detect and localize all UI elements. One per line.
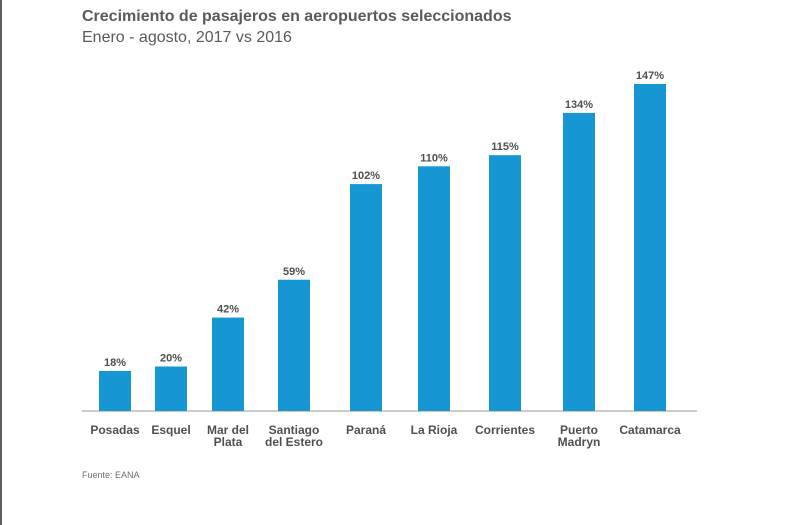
bar-8	[634, 84, 666, 411]
bar-0	[99, 370, 131, 411]
category-label-line: Paraná	[346, 423, 386, 437]
category-label: Santiago del Estero	[265, 423, 323, 449]
category-label-line: Posadas	[90, 423, 140, 437]
bar-value-label: 18%	[104, 357, 126, 369]
bar-value-label: 102%	[352, 170, 380, 182]
category-label: Catamarca	[619, 423, 681, 437]
bar-value-label: 59%	[283, 266, 305, 278]
bar-2	[212, 317, 244, 411]
bar-value-label: 134%	[565, 99, 593, 111]
bar-value-label: 110%	[420, 152, 448, 164]
category-label-line: Santiago	[269, 423, 320, 437]
category-label-line: Catamarca	[619, 423, 681, 437]
bar-1	[155, 366, 187, 411]
category-label: Mar del Plata	[207, 423, 249, 449]
category-label-line: Madryn	[558, 435, 601, 449]
source-note: Fuente: EANA	[82, 470, 140, 480]
category-label-line: Plata	[214, 435, 243, 449]
category-label: Paraná	[346, 423, 386, 437]
bar-value-label: 20%	[160, 353, 182, 365]
left-border-line	[0, 0, 2, 525]
bar-value-label: 147%	[636, 70, 664, 82]
bar-4	[350, 184, 382, 411]
category-label: Esquel	[151, 423, 190, 437]
category-label: La Rioja	[411, 423, 458, 437]
category-label-line: La Rioja	[411, 423, 458, 437]
bar-6	[489, 155, 521, 411]
category-label: Posadas	[90, 423, 140, 437]
bar-5	[418, 166, 450, 411]
category-label: Corrientes	[475, 423, 535, 437]
category-label: Puerto Madryn	[558, 423, 601, 449]
category-label-line: Corrientes	[475, 423, 535, 437]
bar-value-label: 42%	[217, 304, 239, 316]
bar-7	[563, 112, 595, 411]
category-label-line: Esquel	[151, 423, 190, 437]
chart-title: Crecimiento de pasajeros en aeropuertos …	[82, 8, 512, 25]
category-label-line: Mar del	[207, 423, 249, 437]
bar-value-label: 115%	[491, 141, 519, 153]
category-label-line: Puerto	[560, 423, 598, 437]
category-label-line: del Estero	[265, 435, 323, 449]
chart-subtitle: Enero - agosto, 2017 vs 2016	[82, 29, 292, 46]
bar-3	[278, 279, 310, 411]
